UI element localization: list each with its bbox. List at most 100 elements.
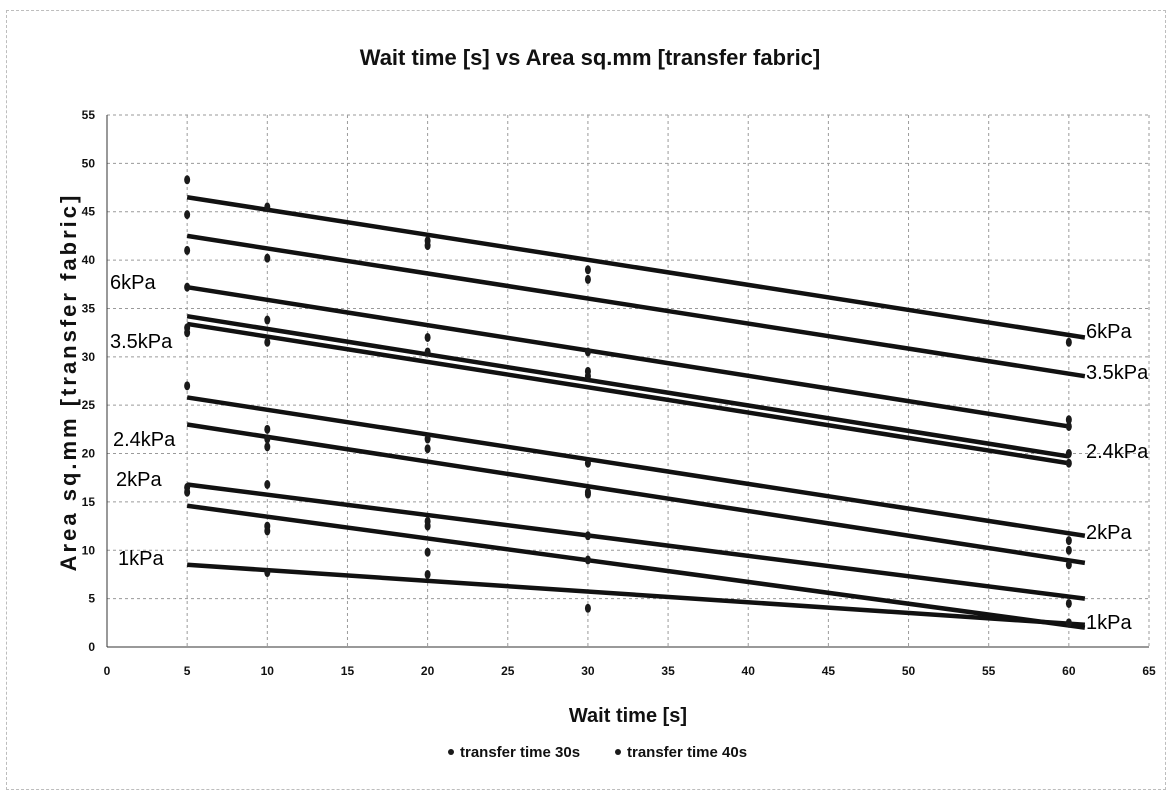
point-30s xyxy=(424,547,431,557)
point-30s xyxy=(1065,458,1072,468)
trendline xyxy=(186,194,1086,340)
y-tick-label: 35 xyxy=(82,301,96,315)
point-30s xyxy=(264,424,271,434)
data-points xyxy=(184,175,1072,628)
x-tick-label: 10 xyxy=(261,664,275,678)
y-tick-label: 50 xyxy=(82,156,96,170)
point-40s xyxy=(264,337,271,347)
x-tick-label: 30 xyxy=(581,664,595,678)
point-30s xyxy=(264,202,271,212)
x-tick-label: 65 xyxy=(1142,664,1156,678)
legend-marker-30s xyxy=(448,749,454,755)
chart-title: Wait time [s] vs Area sq.mm [transfer fa… xyxy=(360,45,821,70)
point-40s xyxy=(1065,421,1072,431)
x-tick-label: 60 xyxy=(1062,664,1076,678)
y-tick-label: 45 xyxy=(82,205,96,219)
point-30s xyxy=(584,265,591,275)
pressure-label-right: 3.5kPa xyxy=(1086,362,1149,384)
point-40s xyxy=(264,526,271,536)
point-30s xyxy=(264,479,271,489)
pressure-label-right: 2.4kPa xyxy=(1086,441,1149,463)
legend-label-30s: transfer time 30s xyxy=(460,744,580,761)
trendline xyxy=(187,562,1086,627)
trendline xyxy=(186,321,1070,466)
y-tick-label: 55 xyxy=(82,108,96,122)
pressure-label-right: 1kPa xyxy=(1086,612,1132,634)
y-tick-label: 15 xyxy=(82,495,96,509)
point-40s xyxy=(264,442,271,452)
point-30s xyxy=(184,282,191,292)
point-30s xyxy=(584,555,591,565)
legend-label-40s: transfer time 40s xyxy=(627,744,747,761)
x-tick-label: 15 xyxy=(341,664,355,678)
point-40s xyxy=(184,328,191,338)
trendline xyxy=(186,482,1086,601)
x-tick-label: 40 xyxy=(742,664,756,678)
trendline xyxy=(186,313,1070,459)
point-30s xyxy=(1065,415,1072,425)
x-tick-label: 55 xyxy=(982,664,996,678)
chart-frame xyxy=(6,10,1166,790)
point-30s xyxy=(584,603,591,613)
pressure-label-left: 1kPa xyxy=(118,548,164,570)
point-40s xyxy=(1065,449,1072,459)
pressure-label-right: 6kPa xyxy=(1086,321,1132,343)
point-30s xyxy=(424,569,431,579)
trendline xyxy=(186,422,1086,566)
pressure-label-left: 2kPa xyxy=(116,469,162,491)
point-30s xyxy=(1065,618,1072,628)
pressure-label-left: 6kPa xyxy=(110,272,156,294)
point-30s xyxy=(264,315,271,325)
x-tick-label: 5 xyxy=(184,664,191,678)
y-tick-labels: 0 5 10 15 20 25 30 35 40 45 50 55 xyxy=(82,108,96,654)
point-30s xyxy=(1065,545,1072,555)
x-tick-label: 20 xyxy=(421,664,435,678)
point-30s xyxy=(424,332,431,342)
point-30s xyxy=(1065,337,1072,347)
point-30s xyxy=(184,175,191,185)
x-tick-label: 0 xyxy=(104,664,111,678)
legend-marker-40s xyxy=(615,749,621,755)
y-tick-label: 0 xyxy=(88,640,95,654)
x-tick-label: 35 xyxy=(661,664,675,678)
x-tick-label: 45 xyxy=(822,664,836,678)
x-axis-title: Wait time [s] xyxy=(569,705,687,727)
point-30s xyxy=(424,434,431,444)
y-tick-label: 40 xyxy=(82,253,96,267)
trendlines xyxy=(186,194,1086,630)
point-30s xyxy=(184,245,191,255)
pressure-labels: 6kPa 3.5kPa 2.4kPa 2kPa 1kPa 6kPa 3.5kPa 2.4kPa… xyxy=(110,272,1149,634)
point-40s xyxy=(584,366,591,376)
point-30s xyxy=(1065,598,1072,608)
point-30s xyxy=(424,347,431,357)
y-tick-label: 20 xyxy=(82,447,96,461)
point-30s xyxy=(424,444,431,454)
point-40s xyxy=(184,482,191,492)
x-tick-label: 25 xyxy=(501,664,515,678)
y-axis-title: Area sq.mm [transfer fabric] xyxy=(56,193,81,572)
trendline xyxy=(186,395,1086,538)
point-30s xyxy=(1065,536,1072,546)
y-tick-label: 10 xyxy=(82,543,96,557)
x-tick-label: 50 xyxy=(902,664,916,678)
plot-area xyxy=(107,115,1149,647)
trendline xyxy=(186,233,1086,379)
point-30s xyxy=(184,381,191,391)
point-30s xyxy=(584,531,591,541)
y-tick-label: 25 xyxy=(82,398,96,412)
legend: transfer time 30s transfer time 40s xyxy=(448,744,747,761)
point-30s xyxy=(264,434,271,444)
point-30s xyxy=(184,210,191,220)
pressure-label-right: 2kPa xyxy=(1086,522,1132,544)
point-30s xyxy=(264,253,271,263)
point-30s xyxy=(264,568,271,578)
trendline xyxy=(186,503,1086,630)
y-tick-label: 5 xyxy=(88,592,95,606)
pressure-label-left: 3.5kPa xyxy=(110,331,173,353)
point-40s xyxy=(424,521,431,531)
point-30s xyxy=(1065,560,1072,570)
pressure-label-left: 2.4kPa xyxy=(113,429,176,451)
point-40s xyxy=(584,489,591,499)
trendline xyxy=(186,284,1070,429)
